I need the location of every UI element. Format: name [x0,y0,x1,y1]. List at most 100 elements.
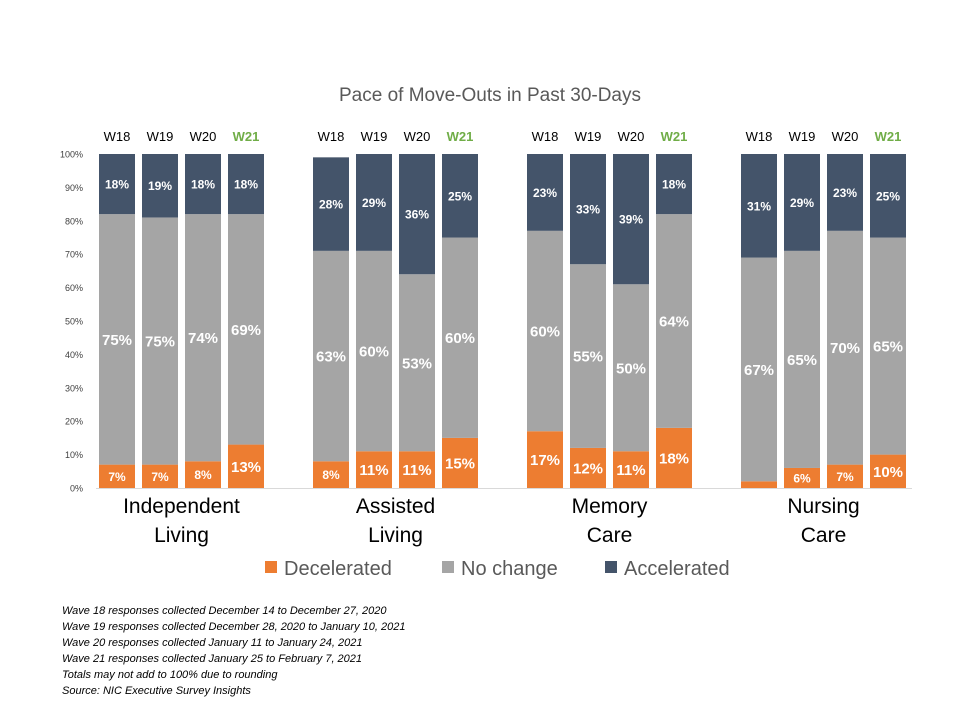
group-label: Assisted [356,495,435,518]
bar-segment-decelerated [185,461,221,488]
bar-segment-accelerated [442,154,478,238]
y-tick-label: 30% [65,383,83,393]
data-label-decelerated: 18% [659,450,689,467]
y-tick-label: 10% [65,450,83,460]
data-label-no-change: 75% [102,332,132,349]
footnote-wave-19: Wave 19 responses collected December 28,… [62,621,406,633]
bar-segment-decelerated [656,427,692,488]
data-label-no-change: 65% [787,352,817,369]
y-tick-label: 50% [65,317,83,327]
data-label-accelerated: 23% [533,186,557,200]
data-label-accelerated: 23% [833,186,857,200]
wave-label: W19 [575,129,602,144]
bar-segment-no-change [784,250,820,468]
wave-label: W19 [361,129,388,144]
data-label-no-change: 70% [830,340,860,357]
bar-segment-accelerated [784,154,820,251]
legend-swatch [265,561,277,573]
data-label-no-change: 65% [873,339,903,356]
bar-segment-accelerated [99,154,135,215]
wave-label: W20 [618,129,645,144]
bar-segment-decelerated [827,464,863,488]
bar-segment-accelerated [613,154,649,285]
data-label-decelerated: 12% [573,460,603,477]
bar-segment-decelerated [570,447,606,488]
bar-segment-decelerated [399,451,435,488]
data-label-no-change: 64% [659,314,689,331]
bar-segment-no-change [399,274,435,452]
data-label-accelerated: 18% [234,178,258,192]
data-label-decelerated: 11% [402,462,431,479]
wave-label: W18 [104,129,131,144]
legend-label: No change [461,558,558,580]
bar-segment-accelerated [142,154,178,218]
group-label: Care [801,524,847,547]
footnote-rounding: Totals may not add to 100% due to roundi… [62,669,278,681]
wave-label: W21 [661,129,688,144]
data-label-accelerated: 36% [405,208,429,222]
bar-segment-decelerated [228,444,264,488]
wave-label: W21 [875,129,902,144]
y-tick-label: 40% [65,350,83,360]
data-label-accelerated: 31% [747,199,771,213]
bar-segment-accelerated [399,154,435,275]
bar-segment-no-change [656,214,692,428]
legend-label: Decelerated [284,558,392,580]
wave-label: W20 [404,129,431,144]
data-label-accelerated: 18% [191,178,215,192]
data-label-accelerated: 28% [319,198,343,212]
bar-segment-accelerated [228,154,264,215]
data-label-decelerated: 7% [836,470,854,484]
group-label: Living [368,524,423,547]
footnotes: Wave 18 responses collected December 14 … [62,603,405,699]
bar-segment-decelerated [527,431,563,488]
y-tick-label: 70% [65,250,83,260]
bar-segment-no-change [527,230,563,432]
bar-segment-no-change [613,284,649,452]
footnote-wave-21: Wave 21 responses collected January 25 t… [62,653,363,665]
y-tick-label: 20% [65,417,83,427]
legend-label: Accelerated [624,558,730,580]
data-label-decelerated: 8% [322,468,340,482]
y-tick-label: 100% [60,150,83,160]
bar-segment-no-change [442,237,478,438]
data-label-no-change: 74% [188,330,218,347]
data-label-no-change: 63% [316,349,346,366]
bar-segment-decelerated [99,464,135,488]
group-label: Independent [123,495,240,518]
bar-segment-accelerated [185,154,221,215]
wave-label: W18 [532,129,559,144]
y-tick-label: 0% [70,484,83,494]
footnote-source: Source: NIC Executive Survey Insights [62,685,251,697]
data-label-decelerated: 17% [530,452,560,469]
bar-segment-no-change [313,250,349,462]
bar-segment-accelerated [656,154,692,215]
bar-segment-accelerated [570,154,606,265]
data-label-accelerated: 39% [619,213,643,227]
bar-segment-accelerated [356,154,392,251]
bar-segment-accelerated [741,154,777,258]
bar-segment-no-change [570,264,606,448]
data-label-decelerated: 11% [616,462,645,479]
bar-segment-no-change [827,230,863,465]
data-label-decelerated: 7% [151,470,169,484]
data-label-accelerated: 19% [148,179,172,193]
bar-segment-accelerated [313,157,349,251]
data-label-no-change: 60% [359,344,389,361]
data-label-accelerated: 25% [876,189,900,203]
data-label-accelerated: 25% [448,189,472,203]
bar-segment-no-change [142,217,178,465]
wave-label: W19 [789,129,816,144]
data-label-decelerated: 8% [194,468,212,482]
bar-segment-no-change [99,214,135,465]
wave-label: W21 [447,129,474,144]
data-label-decelerated: 15% [445,455,475,472]
bar-segment-decelerated [142,464,178,488]
footnote-wave-18: Wave 18 responses collected December 14 … [62,605,387,617]
wave-label: W21 [233,129,260,144]
data-label-decelerated: 7% [108,470,126,484]
wave-label: W19 [147,129,174,144]
bar-segment-decelerated [313,461,349,488]
wave-label: W20 [190,129,217,144]
data-label-decelerated: 10% [873,464,903,481]
